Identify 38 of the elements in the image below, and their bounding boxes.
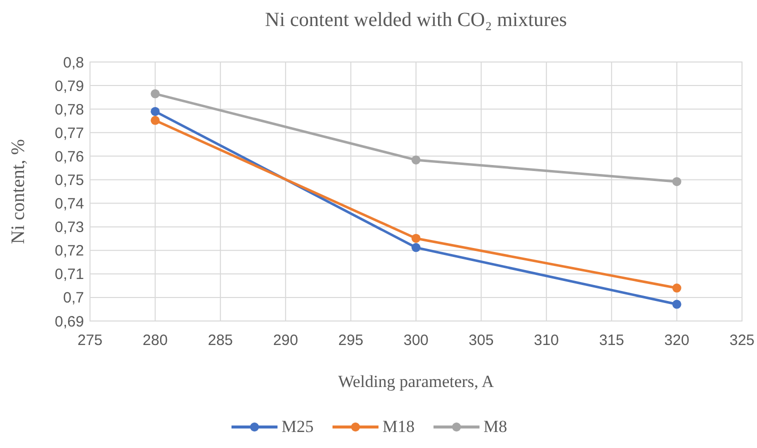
x-tick-label: 315 (599, 332, 624, 349)
x-tick-label: 325 (729, 332, 755, 349)
point (150, 116, 160, 125)
y-tick-label: 0,76 (54, 148, 84, 166)
x-tick-label: 275 (77, 332, 103, 349)
y-tick-label: 0,73 (54, 219, 84, 236)
x-tick-label: 320 (664, 332, 690, 349)
point (672, 300, 682, 309)
y-tick-label: 0,8 (63, 54, 84, 72)
y-tick-label: 0,72 (54, 242, 84, 260)
x-tick-label: 295 (338, 332, 364, 349)
chart-title: Ni content welded with CO₂ mixtures (265, 9, 568, 31)
point (150, 106, 160, 116)
y-tick-label: 0,7 (63, 290, 84, 307)
point (150, 89, 160, 98)
x-axis-title: Welding parameters, A (338, 372, 495, 391)
x-tick-label: 290 (273, 332, 298, 349)
point (412, 234, 420, 243)
y-tick-label: 0,71 (54, 266, 84, 284)
x-tick-label: 305 (468, 332, 494, 349)
x-tick-label: 300 (403, 332, 429, 349)
y-tick-label: 0,77 (54, 124, 84, 142)
point (412, 155, 420, 164)
x-tick-label: 285 (208, 332, 233, 349)
x-tick-label: 310 (534, 332, 559, 349)
y-axis-title: Ni content, % (8, 138, 29, 244)
y-tick-label: 0,78 (54, 101, 84, 118)
point (672, 177, 682, 186)
legend-label: M8 (484, 417, 508, 436)
x-tick-label: 280 (142, 332, 168, 349)
y-tick-label: 0,74 (54, 196, 84, 213)
point (672, 284, 682, 293)
legend-label: M25 (282, 417, 314, 436)
legend-label: M18 (382, 417, 415, 436)
y-tick-label: 0,79 (54, 78, 84, 95)
y-tick-label: 0,69 (54, 313, 84, 330)
point (412, 243, 420, 252)
y-tick-label: 0,75 (54, 172, 84, 189)
